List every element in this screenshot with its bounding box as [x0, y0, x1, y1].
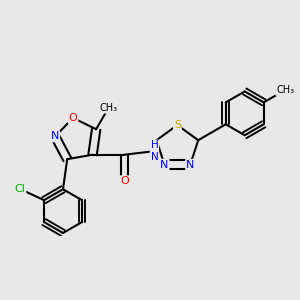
- Text: N: N: [186, 160, 194, 170]
- Text: O: O: [69, 113, 77, 123]
- Text: Cl: Cl: [15, 184, 26, 194]
- Text: N: N: [160, 160, 169, 170]
- Text: S: S: [174, 120, 181, 130]
- Text: H
N: H N: [151, 140, 158, 162]
- Text: N: N: [51, 131, 59, 141]
- Text: CH₃: CH₃: [100, 103, 118, 113]
- Text: O: O: [120, 176, 129, 186]
- Text: CH₃: CH₃: [276, 85, 294, 95]
